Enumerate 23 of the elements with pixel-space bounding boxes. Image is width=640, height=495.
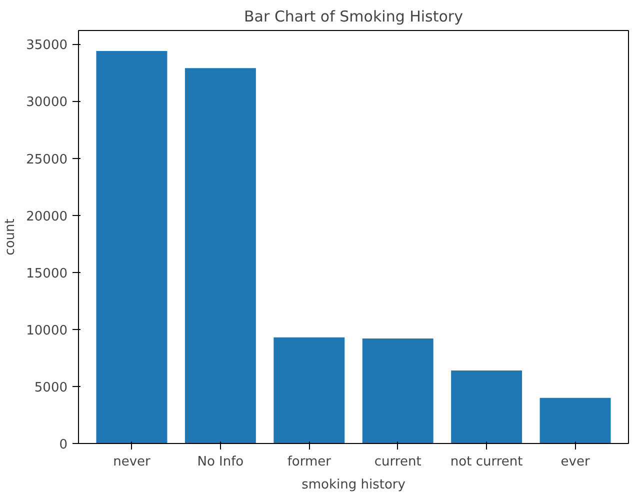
x-tick-label: No Info bbox=[197, 454, 244, 470]
y-tick-label: 0 bbox=[59, 438, 68, 452]
y-tick-label: 10000 bbox=[26, 323, 68, 338]
y-tick-label: 30000 bbox=[26, 95, 68, 110]
x-tick-label: former bbox=[287, 454, 332, 470]
x-tick-label: not current bbox=[450, 454, 523, 470]
bar bbox=[540, 398, 611, 444]
x-axis-title: smoking history bbox=[302, 478, 406, 492]
y-tick-label: 25000 bbox=[26, 152, 68, 168]
bar bbox=[184, 68, 256, 444]
y-tick-label: 15000 bbox=[26, 266, 68, 282]
x-tick-label: never bbox=[113, 454, 152, 470]
bar bbox=[362, 338, 434, 444]
bar bbox=[96, 51, 168, 444]
chart-title: Bar Chart of Smoking History bbox=[244, 8, 464, 26]
y-tick-label: 35000 bbox=[26, 38, 68, 54]
bar bbox=[451, 370, 522, 444]
y-axis-title: count bbox=[3, 218, 18, 256]
y-tick-label: 20000 bbox=[26, 209, 68, 224]
bar bbox=[274, 337, 345, 444]
x-tick-label: ever bbox=[560, 454, 590, 470]
y-tick-label: 5000 bbox=[34, 380, 68, 396]
x-tick-label: current bbox=[374, 454, 422, 470]
